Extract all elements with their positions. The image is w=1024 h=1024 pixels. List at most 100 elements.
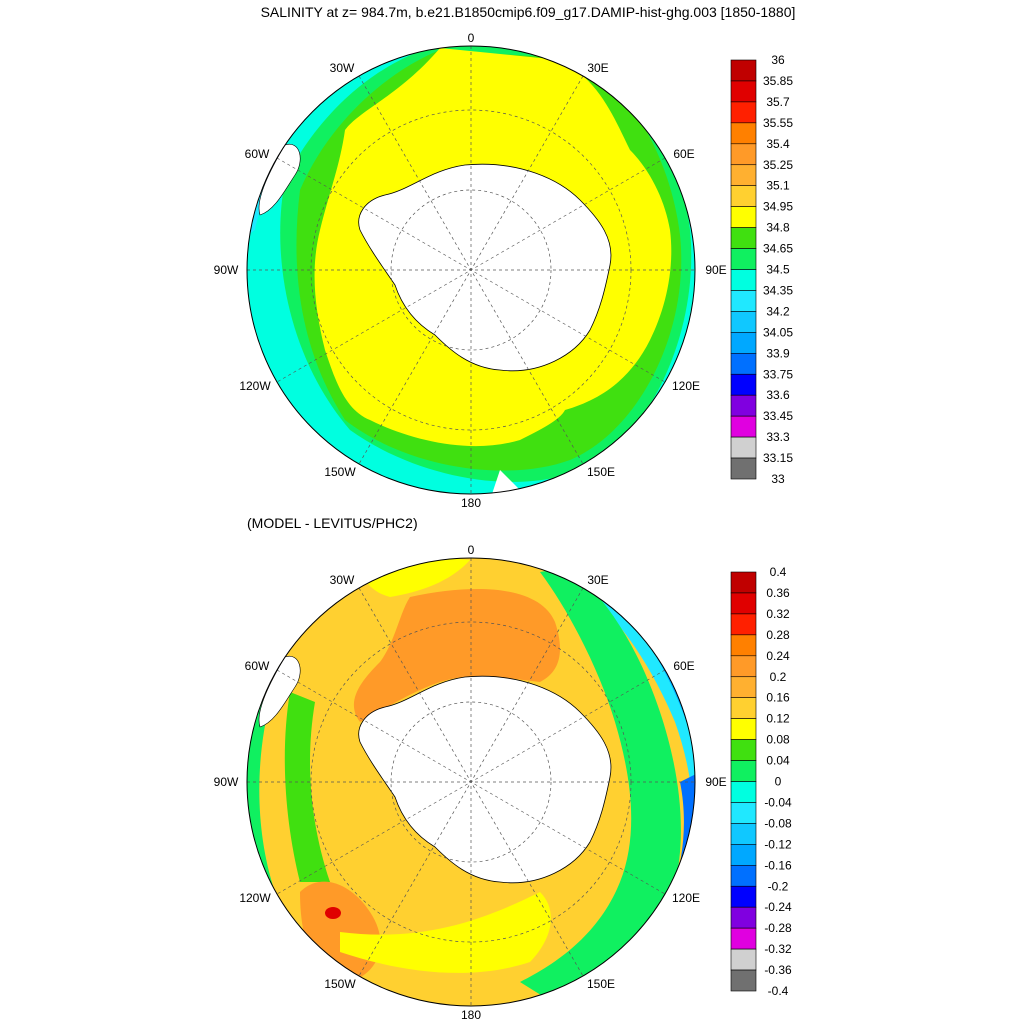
salinity-colorbar-swatch [730, 269, 757, 291]
difference-colorbar-label: 0 [775, 775, 782, 789]
salinity-colorbar-label: 34.95 [763, 200, 793, 214]
salinity-colorbar-label: 33.3 [766, 430, 790, 444]
difference-map-panel: 0 30E 60E 90E 120E 150E 180 150W 120W 90… [214, 543, 792, 1022]
difference-colorbar-label: 0.2 [770, 670, 787, 684]
difference-colorbar-swatch [730, 781, 757, 803]
lon-label: 30E [587, 61, 608, 75]
difference-colorbar-swatch [730, 697, 757, 719]
lon-label: 60E [673, 659, 694, 673]
antarctica-landmass [358, 675, 612, 884]
salinity-colorbar-swatch [730, 373, 757, 396]
difference-colorbar-label: -0.36 [764, 963, 792, 977]
difference-colorbar-swatch [730, 571, 757, 594]
difference-colorbar-label: 0.28 [766, 628, 790, 642]
lon-label: 30W [330, 573, 355, 587]
lon-label: 30E [587, 573, 608, 587]
difference-colorbar-swatch [730, 948, 757, 971]
difference-colorbar: 0.4 0.36 0.32 0.28 0.24 0.2 0.16 0.12 0.08 0.04 0 -… [730, 565, 792, 998]
south-america-tip [258, 655, 301, 728]
field-band-0.2 [353, 589, 560, 722]
difference-colorbar-label: 0.24 [766, 649, 790, 663]
difference-colorbar-label: 0.32 [766, 607, 790, 621]
lon-label: 0 [468, 31, 475, 45]
salinity-colorbar-swatch [730, 311, 757, 333]
salinity-colorbar-swatch [730, 122, 757, 145]
lon-label: 90E [705, 775, 726, 789]
salinity-colorbar-label: 35.55 [763, 116, 793, 130]
salinity-colorbar-swatch [730, 248, 757, 270]
salinity-colorbar-swatch [730, 332, 757, 354]
salinity-colorbar-label: 35.7 [766, 95, 790, 109]
salinity-colorbar-swatch [730, 101, 757, 124]
lon-label: 120E [672, 379, 700, 393]
salinity-colorbar-swatch [730, 394, 757, 417]
difference-colorbar-swatch [730, 844, 757, 866]
salinity-colorbar-label: 33.15 [763, 451, 793, 465]
difference-colorbar-swatch [730, 760, 757, 782]
salinity-colorbar-swatch [730, 185, 757, 207]
difference-colorbar-swatch [730, 739, 757, 761]
salinity-colorbar-label: 35.25 [763, 158, 793, 172]
salinity-colorbar-label: 33.75 [763, 367, 793, 381]
south-america-tip [258, 143, 301, 216]
salinity-colorbar-label: 34.2 [766, 304, 790, 318]
difference-colorbar-swatch [730, 592, 757, 615]
difference-colorbar-swatch [730, 906, 757, 929]
salinity-colorbar-label: 33.9 [766, 346, 790, 360]
lon-label: 90W [214, 263, 239, 277]
difference-colorbar-swatch [730, 718, 757, 740]
antarctica-landmass [358, 163, 612, 372]
latitude-circle [390, 189, 552, 351]
difference-colorbar-label: -0.28 [764, 921, 792, 935]
salinity-colorbar-label: 34.5 [766, 263, 790, 277]
map-boundary [246, 45, 696, 495]
salinity-colorbar-label: 34.65 [763, 242, 793, 256]
salinity-colorbar-label: 35.85 [763, 74, 793, 88]
difference-colorbar-swatch [730, 676, 757, 699]
salinity-colorbar-swatch [730, 457, 757, 480]
difference-colorbar-label: -0.16 [764, 858, 792, 872]
meridian-line [276, 157, 666, 383]
difference-colorbar-label: 0.04 [766, 754, 790, 768]
lon-label: 150E [587, 977, 615, 991]
bottom-map-title: (MODEL - LEVITUS/PHC2) [247, 515, 418, 531]
difference-colorbar-label: 0.12 [766, 712, 790, 726]
salinity-colorbar-label: 33.6 [766, 388, 790, 402]
field-band-0.08 [284, 692, 330, 882]
difference-colorbar-swatch [730, 613, 757, 636]
difference-colorbar-swatch [730, 655, 757, 678]
difference-colorbar-swatch [730, 802, 757, 824]
field-band-0.04 [520, 567, 681, 1006]
field-band-0.36 [325, 907, 341, 919]
salinity-colorbar-label: 33.45 [763, 409, 793, 423]
lon-label: 0 [468, 543, 475, 557]
salinity-colorbar-swatch [730, 59, 757, 82]
lon-label: 150W [324, 977, 356, 991]
difference-colorbar-label: 0.16 [766, 691, 790, 705]
lon-label: 60W [245, 147, 270, 161]
difference-colorbar-label: -0.12 [764, 837, 792, 851]
difference-colorbar-label: -0.24 [764, 900, 792, 914]
lon-label: 90W [214, 775, 239, 789]
salinity-colorbar-swatch [730, 164, 757, 187]
difference-colorbar-label: -0.32 [764, 942, 792, 956]
difference-colorbar-label: -0.4 [768, 984, 789, 998]
lon-label: 180 [461, 496, 481, 510]
difference-colorbar-label: -0.08 [764, 816, 792, 830]
difference-colorbar-swatch [730, 969, 757, 992]
salinity-colorbar-swatch [730, 415, 757, 438]
salinity-colorbar-label: 34.8 [766, 221, 790, 235]
difference-colorbar-label: -0.2 [768, 879, 789, 893]
graticule [247, 558, 695, 1006]
difference-colorbar-swatch [730, 864, 757, 887]
lon-label: 60E [673, 147, 694, 161]
salinity-colorbar-swatch [730, 290, 757, 312]
longitude-labels: 0 30E 60E 90E 120E 150E 180 150W 120W 90… [214, 543, 727, 1022]
lon-label: 150E [587, 465, 615, 479]
difference-colorbar-label: 0.4 [770, 565, 787, 579]
latitude-circle [390, 701, 552, 863]
difference-colorbar-swatch [730, 634, 757, 657]
map-boundary [246, 557, 696, 1007]
field-band-0.08 [340, 892, 551, 973]
difference-colorbar-label: -0.04 [764, 795, 792, 809]
